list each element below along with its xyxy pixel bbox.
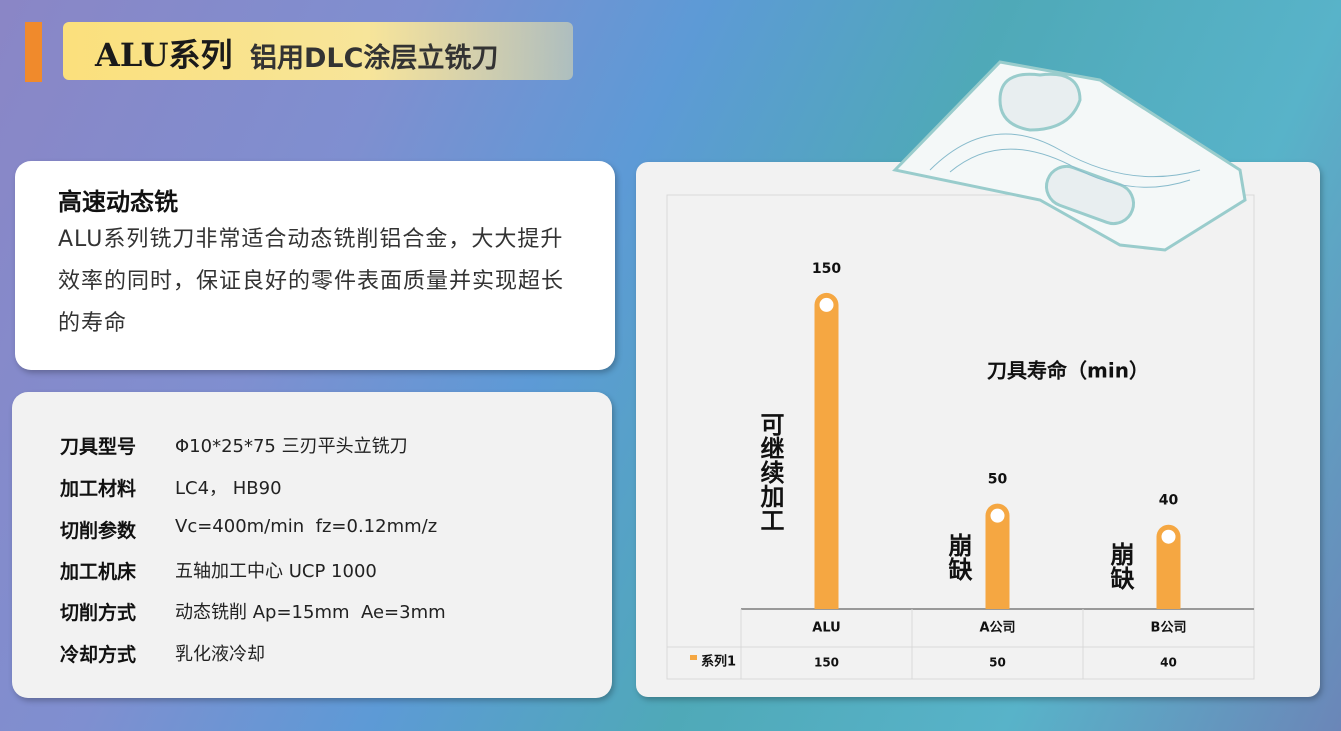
series-name: ALU系列	[95, 36, 233, 74]
bar-marker	[1161, 529, 1176, 544]
spec-label: 加工材料	[60, 478, 137, 500]
spec-label: 切削参数	[60, 520, 137, 542]
table-value: 150	[814, 656, 839, 670]
data-label: 150	[812, 261, 841, 277]
x-tick-label: A公司	[979, 621, 1015, 636]
spec-label: 加工机床	[60, 561, 137, 583]
annotation: 崩缺	[944, 533, 972, 582]
x-tick-label: ALU	[812, 621, 840, 636]
spec-value: 乳化液冷却	[175, 644, 265, 665]
spec-value: Φ10*25*75 三刃平头立铣刀	[175, 436, 408, 457]
annotation: 可继续加工	[756, 412, 784, 532]
data-label: 40	[1159, 493, 1179, 509]
plot-frame	[666, 194, 1255, 680]
bar-marker	[990, 508, 1005, 523]
feature-body: ALU系列铣刀非常适合动态铣削铝合金，大大提升效率的同时，保证良好的零件表面质量…	[58, 227, 565, 336]
x-tick-label: B公司	[1151, 621, 1187, 636]
bar	[1156, 524, 1181, 609]
feature-card	[15, 161, 615, 370]
annotation: 崩缺	[1106, 542, 1134, 591]
feature-heading: 高速动态铣	[58, 188, 178, 216]
chart-title: 刀具寿命（min）	[987, 359, 1149, 383]
spec-value: 五轴加工中心 UCP 1000	[175, 561, 377, 582]
spec-value: LC4， HB90	[175, 478, 282, 499]
bar	[814, 292, 839, 609]
bar-marker	[819, 297, 834, 312]
spec-label: 冷却方式	[60, 644, 137, 666]
spec-card	[12, 392, 612, 698]
page-title: 铝用DLC涂层立铣刀	[250, 43, 499, 74]
spec-value: 动态铣削 Ap=15mm Ae=3mm	[175, 602, 446, 623]
spec-label: 切削方式	[60, 602, 137, 624]
title-badge	[63, 22, 573, 80]
part-image	[892, 60, 1247, 252]
legend-label: 系列1	[701, 654, 736, 670]
data-label: 50	[988, 472, 1008, 488]
spec-value: Vc=400m/min fz=0.12mm/z	[175, 516, 438, 537]
table-value: 40	[1160, 656, 1177, 670]
table-value: 50	[989, 656, 1006, 670]
bar	[985, 503, 1010, 609]
chart-card	[636, 162, 1320, 697]
accent-bar	[25, 22, 42, 82]
legend-swatch	[690, 655, 697, 660]
spec-label: 刀具型号	[60, 436, 137, 458]
